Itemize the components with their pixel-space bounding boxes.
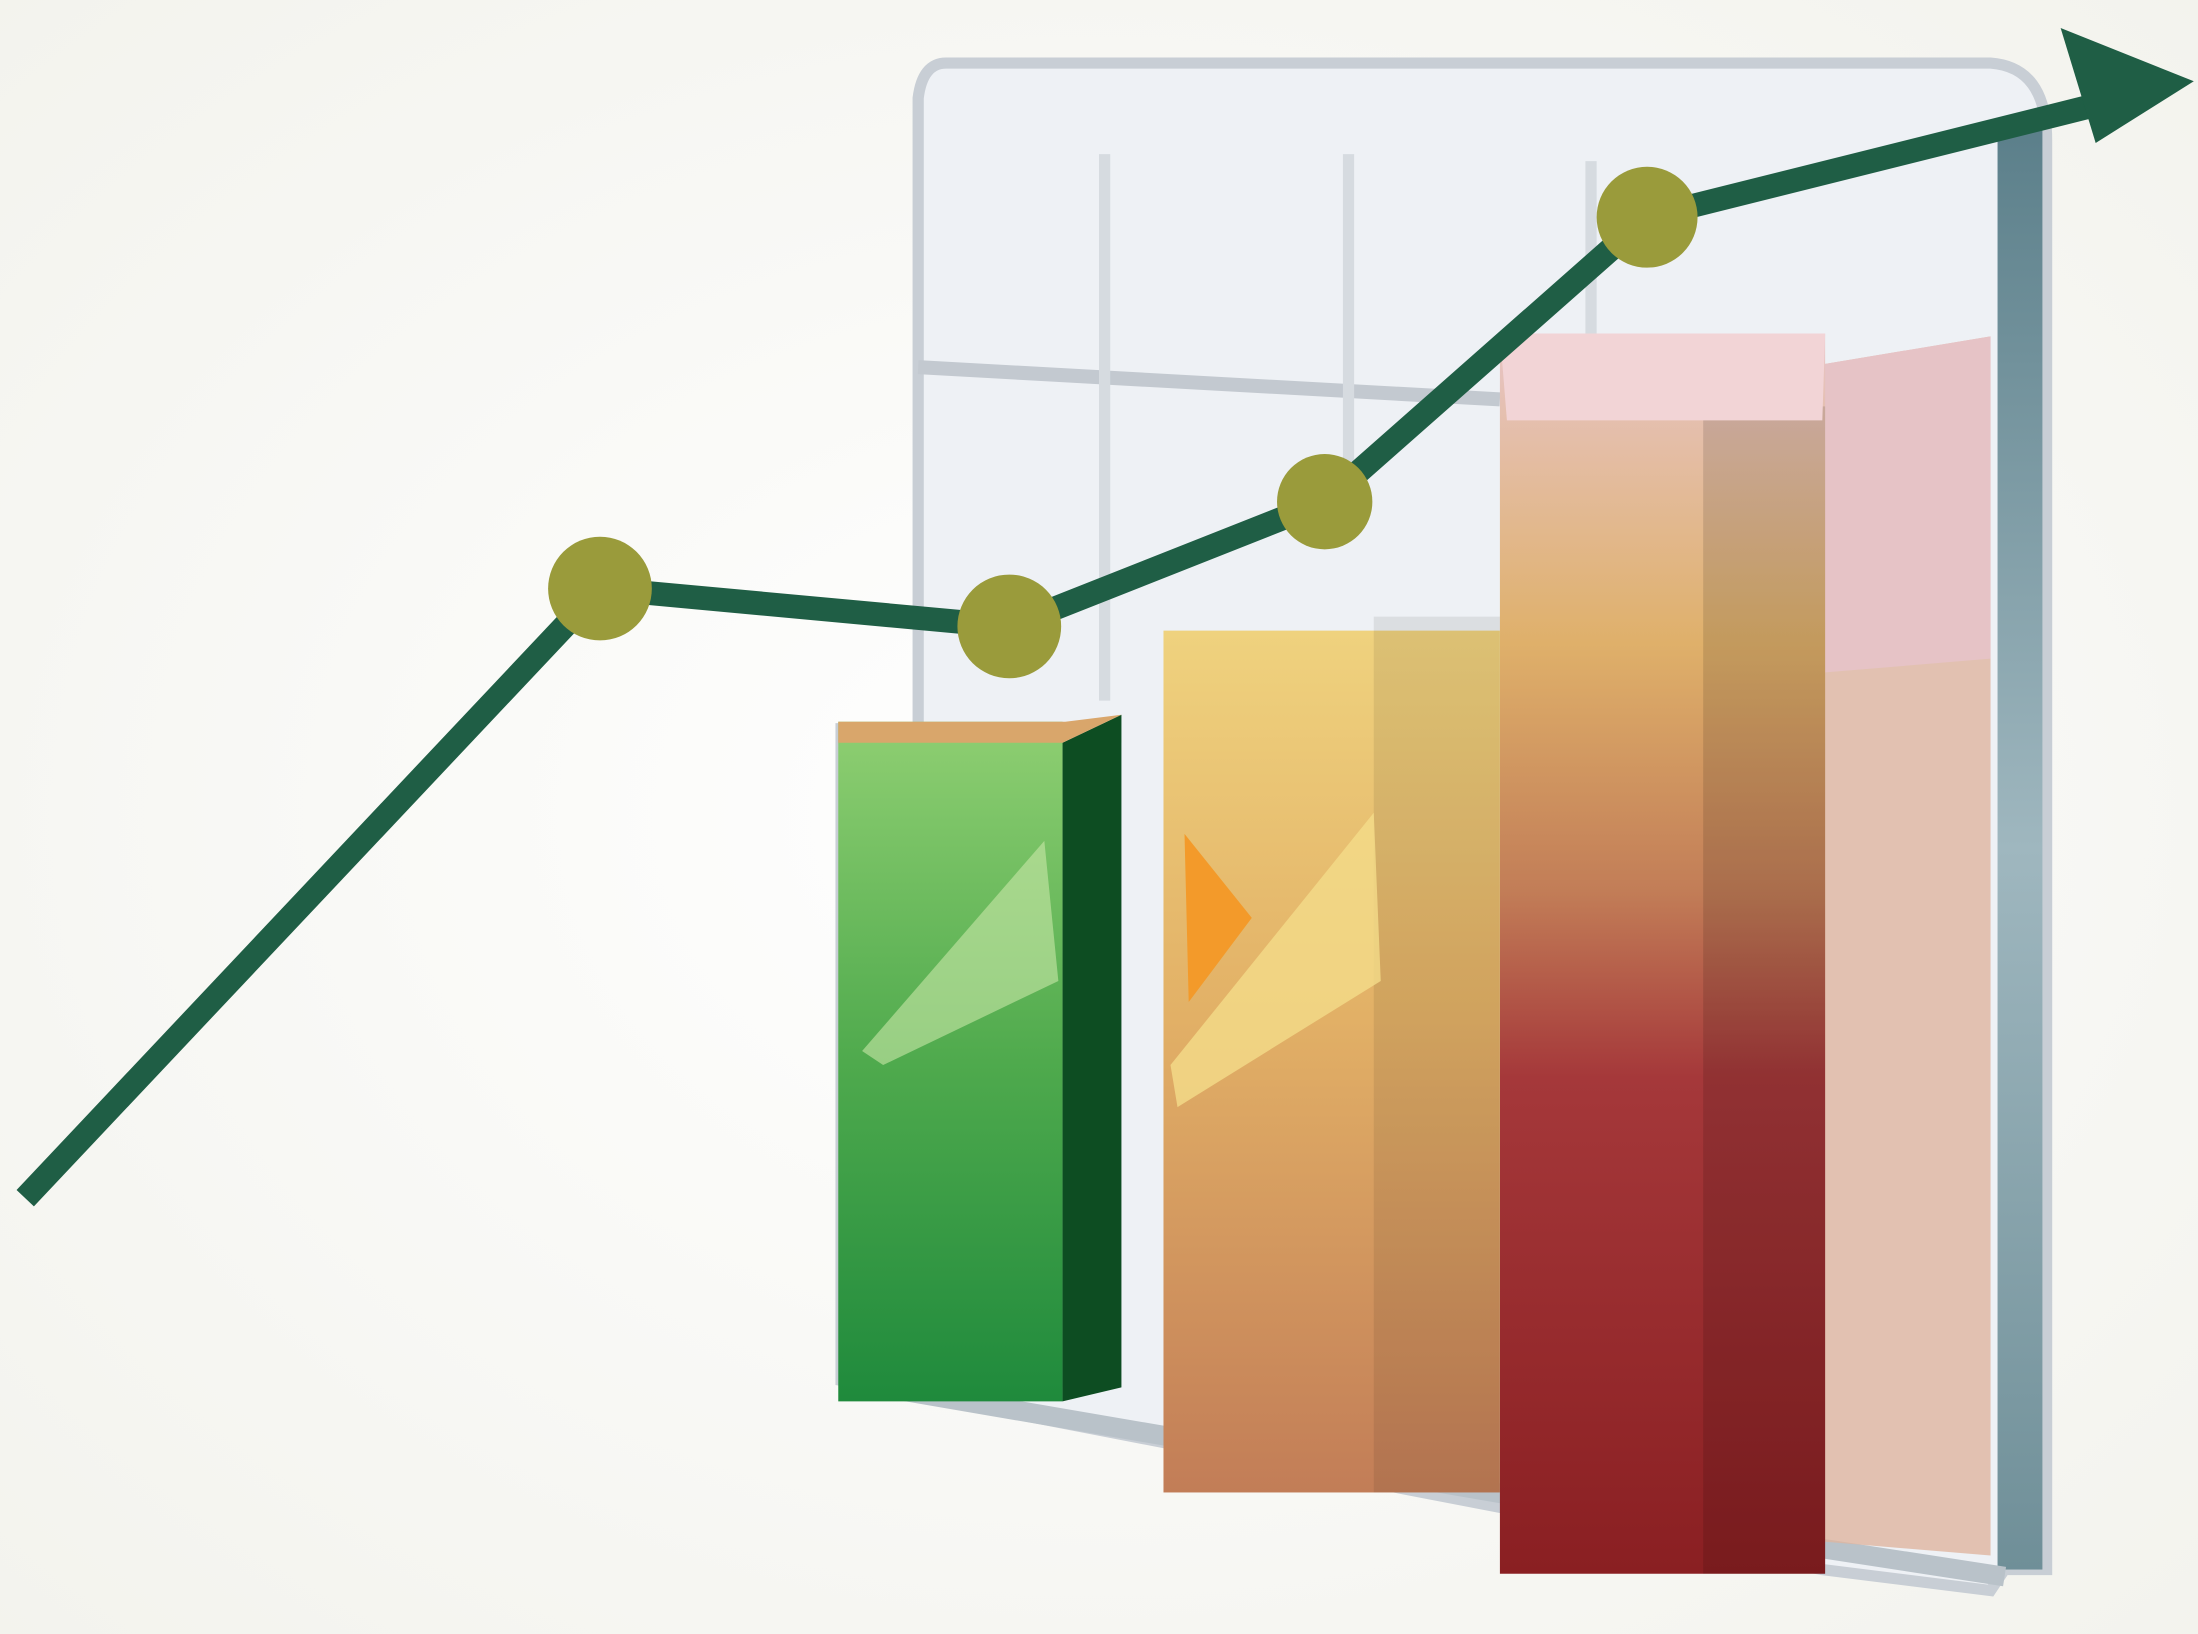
bar-orange	[1163, 616, 1500, 1493]
bar-green	[838, 714, 1122, 1402]
trend-line	[16, 28, 2194, 1207]
trend-marker	[1596, 166, 1698, 268]
panel-rule	[917, 360, 1501, 407]
trend-marker	[1277, 454, 1373, 550]
panel-edge	[1997, 126, 2043, 1570]
arrow-head	[2060, 28, 2194, 143]
bar-back-top	[1822, 336, 1991, 673]
bar-red	[1499, 333, 1826, 1574]
trend-marker	[957, 574, 1062, 679]
trend-marker	[548, 536, 652, 641]
